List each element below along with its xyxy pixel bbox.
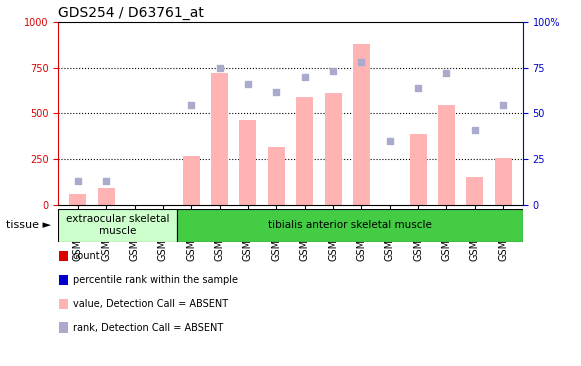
Bar <box>59 251 67 261</box>
Point <box>498 102 508 108</box>
Bar <box>58 209 177 242</box>
Point <box>243 81 253 87</box>
Bar <box>325 93 342 205</box>
Text: rank, Detection Call = ABSENT: rank, Detection Call = ABSENT <box>73 322 223 333</box>
Point <box>328 68 338 74</box>
Text: tissue ►: tissue ► <box>6 220 51 230</box>
Point <box>357 59 366 65</box>
Point <box>470 127 479 133</box>
Bar <box>353 44 370 205</box>
Bar <box>410 134 426 205</box>
Bar <box>211 73 228 205</box>
Bar <box>98 188 115 205</box>
Text: GDS254 / D63761_at: GDS254 / D63761_at <box>58 5 204 19</box>
Bar <box>59 299 67 309</box>
Bar <box>494 158 511 205</box>
Point <box>215 65 224 71</box>
Point <box>300 74 309 80</box>
Point <box>73 178 83 184</box>
Bar <box>466 177 483 205</box>
Bar <box>183 156 200 205</box>
Text: percentile rank within the sample: percentile rank within the sample <box>73 275 238 285</box>
Text: value, Detection Call = ABSENT: value, Detection Call = ABSENT <box>73 299 228 309</box>
Bar <box>438 105 455 205</box>
Point <box>442 70 451 76</box>
Point <box>102 178 111 184</box>
Text: count: count <box>73 251 101 261</box>
Text: extraocular skeletal
muscle: extraocular skeletal muscle <box>66 214 170 236</box>
Bar <box>239 120 256 205</box>
Bar <box>70 194 87 205</box>
Text: tibialis anterior skeletal muscle: tibialis anterior skeletal muscle <box>268 220 432 230</box>
Bar <box>59 275 67 285</box>
Point <box>187 102 196 108</box>
Bar <box>59 322 67 333</box>
Point <box>385 138 394 144</box>
Bar <box>177 209 523 242</box>
Bar <box>296 97 313 205</box>
Point <box>272 89 281 94</box>
Bar <box>268 147 285 205</box>
Point <box>414 85 423 91</box>
